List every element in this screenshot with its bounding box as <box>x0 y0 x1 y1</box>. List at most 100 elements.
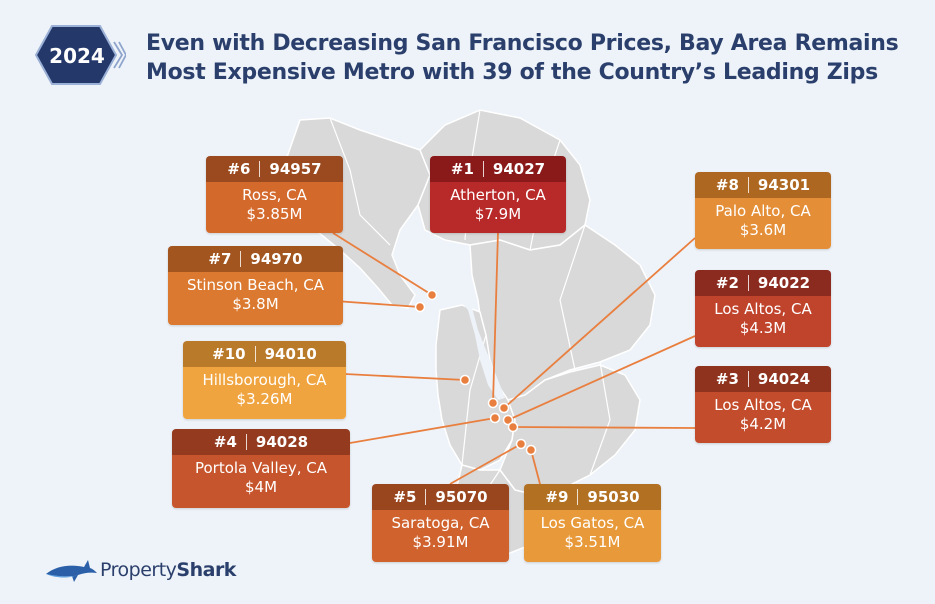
card-zip: 94027 <box>492 160 546 178</box>
card-header: #9 95030 <box>524 484 661 510</box>
card-header: #5 95070 <box>372 484 509 510</box>
leader-line-portola <box>349 417 496 444</box>
card-atherton: #1 94027 Atherton, CA $7.9M <box>430 156 566 233</box>
page-title: Even with Decreasing San Francisco Price… <box>146 29 906 87</box>
leader-line-atherton <box>492 231 499 404</box>
card-body: Ross, CA $3.85M <box>206 182 343 233</box>
hexagon-badge-icon <box>34 25 126 85</box>
card-rank: #5 <box>393 488 417 506</box>
card-zip: 94028 <box>255 433 309 451</box>
leader-line-los-gatos <box>530 449 541 485</box>
header: 2024 Even with Decreasing San Francisco … <box>0 0 935 110</box>
card-zip: 94970 <box>250 250 303 268</box>
card-los-altos-94024: #3 94024 Los Altos, CA $4.2M <box>695 366 831 443</box>
card-price: $4.2M <box>739 415 787 433</box>
card-body: Stinson Beach, CA $3.8M <box>168 272 343 325</box>
card-header: #2 94022 <box>695 270 831 296</box>
card-body: Los Altos, CA $4.3M <box>695 296 831 347</box>
card-price: $3.26M <box>236 390 293 408</box>
card-header: #7 94970 <box>168 246 343 272</box>
leader-line-saratoga <box>449 443 522 485</box>
peninsula-region <box>435 304 516 471</box>
card-zip: 94301 <box>757 176 811 194</box>
leader-line-ross <box>332 232 433 296</box>
card-city: Ross, CA <box>242 186 307 204</box>
title-line-2: Most Expensive Metro with 39 of the Coun… <box>146 60 878 85</box>
leader-line-palo-alto <box>503 237 696 409</box>
card-zip: 95070 <box>435 488 488 506</box>
propertyshark-logo: PropertyShark <box>44 556 274 586</box>
card-rank: #4 <box>213 433 237 451</box>
card-stinson-beach: #7 94970 Stinson Beach, CA $3.8M <box>168 246 343 325</box>
dot-los-gatos <box>525 444 537 456</box>
card-city: Palo Alto, CA <box>715 202 811 220</box>
card-city: Los Altos, CA <box>714 300 812 318</box>
card-zip: 94022 <box>757 274 811 292</box>
title-line-1: Even with Decreasing San Francisco Price… <box>146 31 899 56</box>
leader-lines <box>332 231 696 485</box>
card-price: $4.3M <box>739 319 787 337</box>
card-rank: #6 <box>227 160 251 178</box>
location-dots <box>414 289 537 456</box>
card-rank: #8 <box>715 176 739 194</box>
leader-line-los-altos-3 <box>512 426 696 429</box>
card-price: $3.85M <box>246 205 303 223</box>
dot-los-altos-2 <box>502 414 514 426</box>
card-zip: 94024 <box>757 370 811 388</box>
card-city: Stinson Beach, CA <box>186 276 325 294</box>
dot-atherton <box>487 397 499 409</box>
card-saratoga: #5 95070 Saratoga, CA $3.91M <box>372 484 509 562</box>
card-header: #4 94028 <box>172 429 350 455</box>
card-price: $3.51M <box>564 533 621 551</box>
card-rank: #3 <box>715 370 739 388</box>
dot-portola <box>489 412 501 424</box>
leader-line-los-altos-2 <box>507 335 696 421</box>
card-los-gatos: #9 95030 Los Gatos, CA $3.51M <box>524 484 661 562</box>
card-city: Portola Valley, CA <box>194 459 328 477</box>
card-body: Palo Alto, CA $3.6M <box>695 198 831 249</box>
card-price: $4M <box>244 478 278 496</box>
dot-stinson <box>414 301 426 313</box>
card-zip: 95030 <box>587 488 640 506</box>
leader-line-hillsborough <box>344 373 466 381</box>
card-header: #1 94027 <box>430 156 566 182</box>
logo-text-property: Property <box>100 559 177 581</box>
logo-text-shark: Shark <box>176 559 236 581</box>
card-ross: #6 94957 Ross, CA $3.85M <box>206 156 343 233</box>
leader-line-stinson <box>334 300 421 308</box>
card-hillsborough: #10 94010 Hillsborough, CA $3.26M <box>183 341 346 419</box>
card-portola-valley: #4 94028 Portola Valley, CA $4M <box>172 429 350 508</box>
dot-ross <box>426 289 438 301</box>
card-header: #3 94024 <box>695 366 831 392</box>
card-city: Los Gatos, CA <box>540 514 645 532</box>
card-body: Portola Valley, CA $4M <box>172 455 350 508</box>
card-zip: 94957 <box>269 160 322 178</box>
card-body: Saratoga, CA $3.91M <box>372 510 509 562</box>
card-price: $3.91M <box>412 533 469 551</box>
year-badge: 2024 <box>34 24 126 86</box>
card-rank: #1 <box>450 160 474 178</box>
card-body: Atherton, CA $7.9M <box>430 182 566 233</box>
card-city: Saratoga, CA <box>391 514 490 532</box>
card-price: $7.9M <box>474 205 522 223</box>
dot-los-altos-3 <box>507 421 519 433</box>
logo-text: PropertyShark <box>100 559 236 581</box>
card-rank: #10 <box>212 345 246 363</box>
card-city: Los Altos, CA <box>714 396 812 414</box>
card-city: Atherton, CA <box>450 186 546 204</box>
year-label: 2024 <box>49 44 105 68</box>
card-body: Los Altos, CA $4.2M <box>695 392 831 443</box>
card-rank: #2 <box>715 274 739 292</box>
card-city: Hillsborough, CA <box>202 371 327 389</box>
card-header: #10 94010 <box>183 341 346 367</box>
bay-water <box>430 262 505 400</box>
card-rank: #9 <box>545 488 569 506</box>
card-body: Los Gatos, CA $3.51M <box>524 510 661 562</box>
shark-icon <box>46 560 97 582</box>
card-zip: 94010 <box>264 345 317 363</box>
card-price: $3.6M <box>739 221 787 239</box>
card-los-altos-94022: #2 94022 Los Altos, CA $4.3M <box>695 270 831 347</box>
card-rank: #7 <box>208 250 232 268</box>
dot-hillsborough <box>459 374 471 386</box>
card-price: $3.8M <box>232 295 279 313</box>
